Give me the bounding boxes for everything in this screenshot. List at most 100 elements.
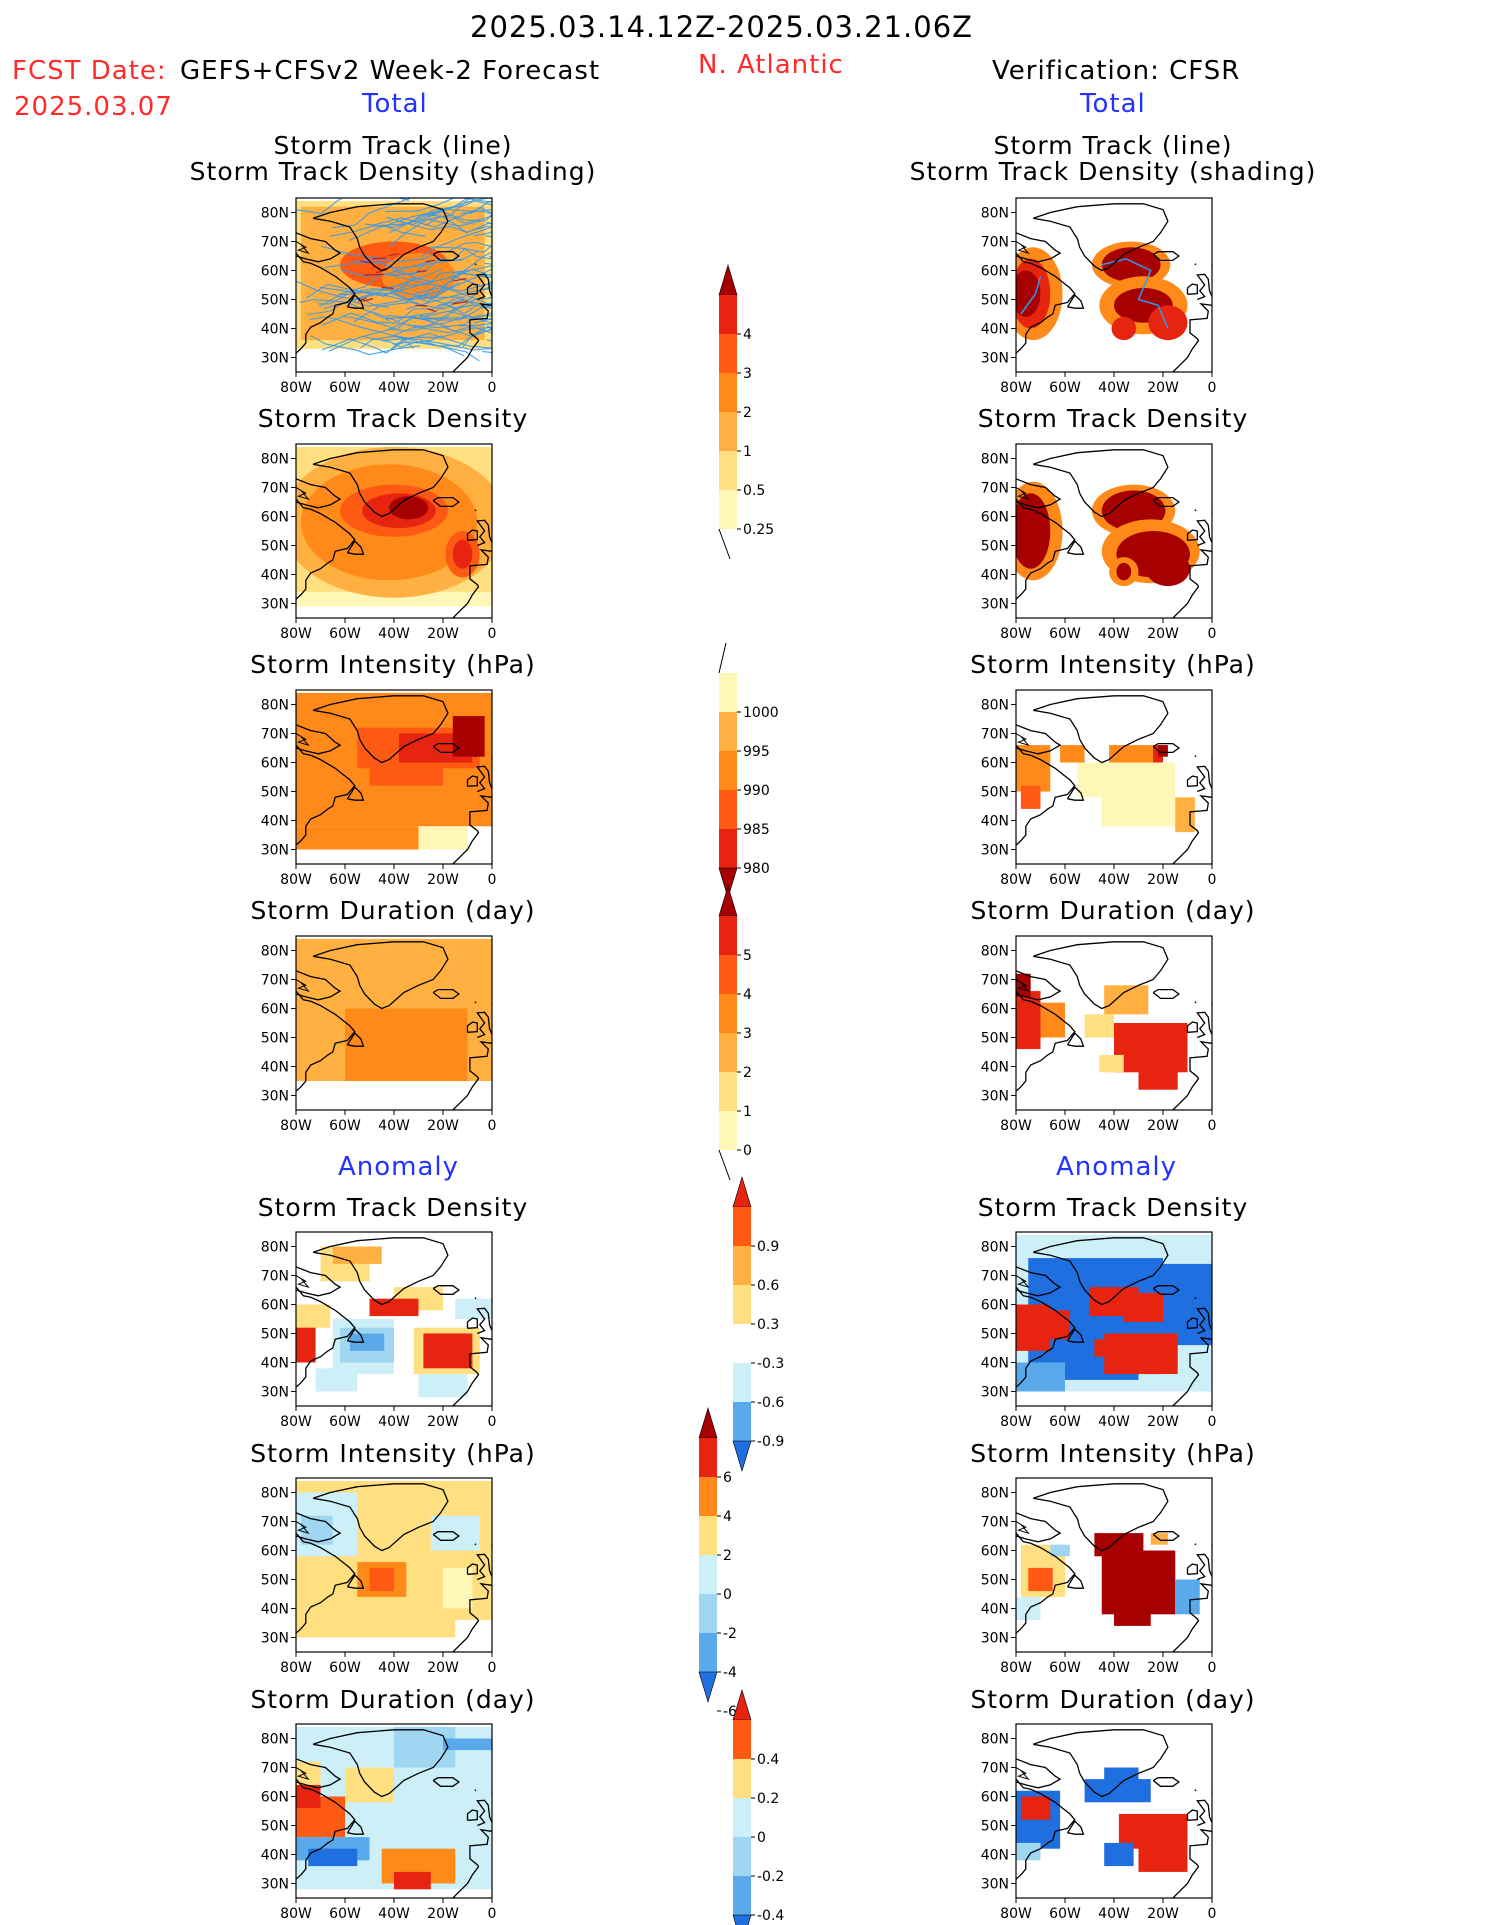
coastline xyxy=(1152,988,1181,1000)
coastline xyxy=(312,449,449,518)
lon-tick-label: 20W xyxy=(1147,1660,1179,1676)
storm-track-line xyxy=(390,314,492,338)
colorbar-label: 0.2 xyxy=(757,1791,779,1807)
lat-tick-label: 50N xyxy=(981,539,1009,555)
colorbar-label: 1 xyxy=(743,1104,752,1120)
coastline xyxy=(346,294,365,309)
storm-track-line xyxy=(310,335,420,356)
coastline xyxy=(296,1512,342,1543)
colorbar-label: -0.6 xyxy=(757,1395,784,1411)
shading-cell xyxy=(1104,1842,1134,1867)
storm-track-line xyxy=(486,339,492,342)
coastline xyxy=(1016,1266,1062,1297)
lon-tick-label: 60W xyxy=(1049,1660,1081,1676)
coastline xyxy=(1066,540,1085,555)
coastline xyxy=(1066,1328,1085,1343)
colorbar-segment xyxy=(733,1402,751,1441)
colorbar-segment xyxy=(719,1033,737,1072)
shading-cell xyxy=(296,826,424,850)
colorbar-label: 0.4 xyxy=(757,1752,779,1768)
coastline xyxy=(432,251,461,262)
coastline xyxy=(296,1532,356,1634)
storm-track-line xyxy=(388,253,400,257)
coastline xyxy=(1196,273,1212,301)
lat-tick-label: 80N xyxy=(261,1486,289,1502)
ob-intensity-title: Storm Intensity (hPa) xyxy=(970,650,1256,679)
coastline xyxy=(296,241,310,255)
shading-cell xyxy=(296,1761,321,1785)
shading-cell xyxy=(1114,1023,1188,1073)
lat-tick-label: 30N xyxy=(261,1385,289,1401)
ob-anom-density-title: Storm Track Density xyxy=(977,1193,1249,1222)
colorbar-segment xyxy=(719,994,737,1033)
lon-tick-label: 20W xyxy=(1147,872,1179,888)
lat-tick-label: 30N xyxy=(981,1385,1009,1401)
coastline xyxy=(1196,519,1212,547)
coastline xyxy=(1016,1758,1062,1789)
colorbar-segment xyxy=(719,955,737,994)
lat-tick-label: 40N xyxy=(261,322,289,338)
lon-tick-label: 20W xyxy=(1147,626,1179,642)
coastline xyxy=(296,724,342,755)
coastline xyxy=(1032,941,1169,1010)
shading-cell xyxy=(394,1871,431,1890)
coastline xyxy=(1032,1729,1169,1798)
lon-tick-label: 0 xyxy=(1208,380,1217,396)
coastline xyxy=(1016,241,1030,255)
colorbar-label: 995 xyxy=(743,744,770,760)
storm-track-line xyxy=(486,325,492,331)
colorbar-label: -0.4 xyxy=(757,1908,784,1924)
coastline xyxy=(1016,1532,1076,1634)
storm-track-line xyxy=(449,298,492,312)
fc-anom-duration-map: 80N 70N 60N 50N 40N 30N 80W 60W 40W 20W 0 xyxy=(261,1723,496,1922)
colorbar-label: 3 xyxy=(743,366,752,382)
coastline xyxy=(451,795,492,864)
lat-tick-label: 30N xyxy=(261,843,289,859)
coastline xyxy=(346,540,365,555)
colorbar-label: 0.5 xyxy=(743,483,765,499)
coastline xyxy=(312,203,449,272)
colorbar-segment xyxy=(719,790,737,829)
coastline xyxy=(312,1483,449,1552)
lat-tick-label: 60N xyxy=(261,1544,289,1560)
lon-tick-label: 0 xyxy=(488,872,497,888)
storm-track-line xyxy=(363,273,384,276)
coastline xyxy=(1194,1789,1197,1792)
shading-cell xyxy=(369,1567,394,1592)
lon-tick-label: 40W xyxy=(1098,872,1130,888)
shading-cell xyxy=(1158,745,1168,757)
lat-tick-label: 70N xyxy=(981,727,1009,743)
coastline xyxy=(296,733,310,747)
coastline xyxy=(1016,990,1076,1092)
lon-tick-label: 80W xyxy=(280,1414,312,1430)
colorbar-segment xyxy=(733,1246,751,1285)
coastline xyxy=(1016,970,1062,1001)
lon-tick-label: 80W xyxy=(1000,1118,1032,1134)
lon-tick-label: 20W xyxy=(1147,1906,1179,1922)
lat-tick-label: 40N xyxy=(981,568,1009,584)
lon-tick-label: 80W xyxy=(280,872,312,888)
storm-track-line xyxy=(382,326,492,342)
ob-track-line-title: Storm Track (line) xyxy=(993,131,1233,160)
colorbar-arrow xyxy=(732,1914,752,1925)
lat-tick-label: 40N xyxy=(261,1602,289,1618)
shading-cell xyxy=(1020,785,1041,809)
lat-tick-label: 60N xyxy=(261,264,289,280)
colorbar-label: 1 xyxy=(743,444,752,460)
fc-duration-title: Storm Duration (day) xyxy=(250,896,536,925)
storm-track-line xyxy=(424,340,492,351)
shading-cell xyxy=(418,1802,456,1843)
ob-track-line-map: 80N 70N 60N 50N 40N 30N 80W 60W 40W 20W 0 xyxy=(981,197,1217,396)
shading-cell xyxy=(1104,1767,1139,1791)
coastline xyxy=(1016,1521,1030,1535)
colorbar-label: -4 xyxy=(723,1665,737,1681)
lat-tick-label: 80N xyxy=(981,1486,1009,1502)
shading-cell xyxy=(1099,1054,1124,1073)
storm-track-line xyxy=(473,317,492,324)
shading-blob xyxy=(1016,493,1051,569)
shading-cell xyxy=(1016,1842,1041,1861)
lon-tick-label: 40W xyxy=(378,1660,410,1676)
shading-cell xyxy=(1028,1567,1053,1592)
coastline xyxy=(1152,1285,1181,1295)
colorbar-segment xyxy=(719,673,737,712)
